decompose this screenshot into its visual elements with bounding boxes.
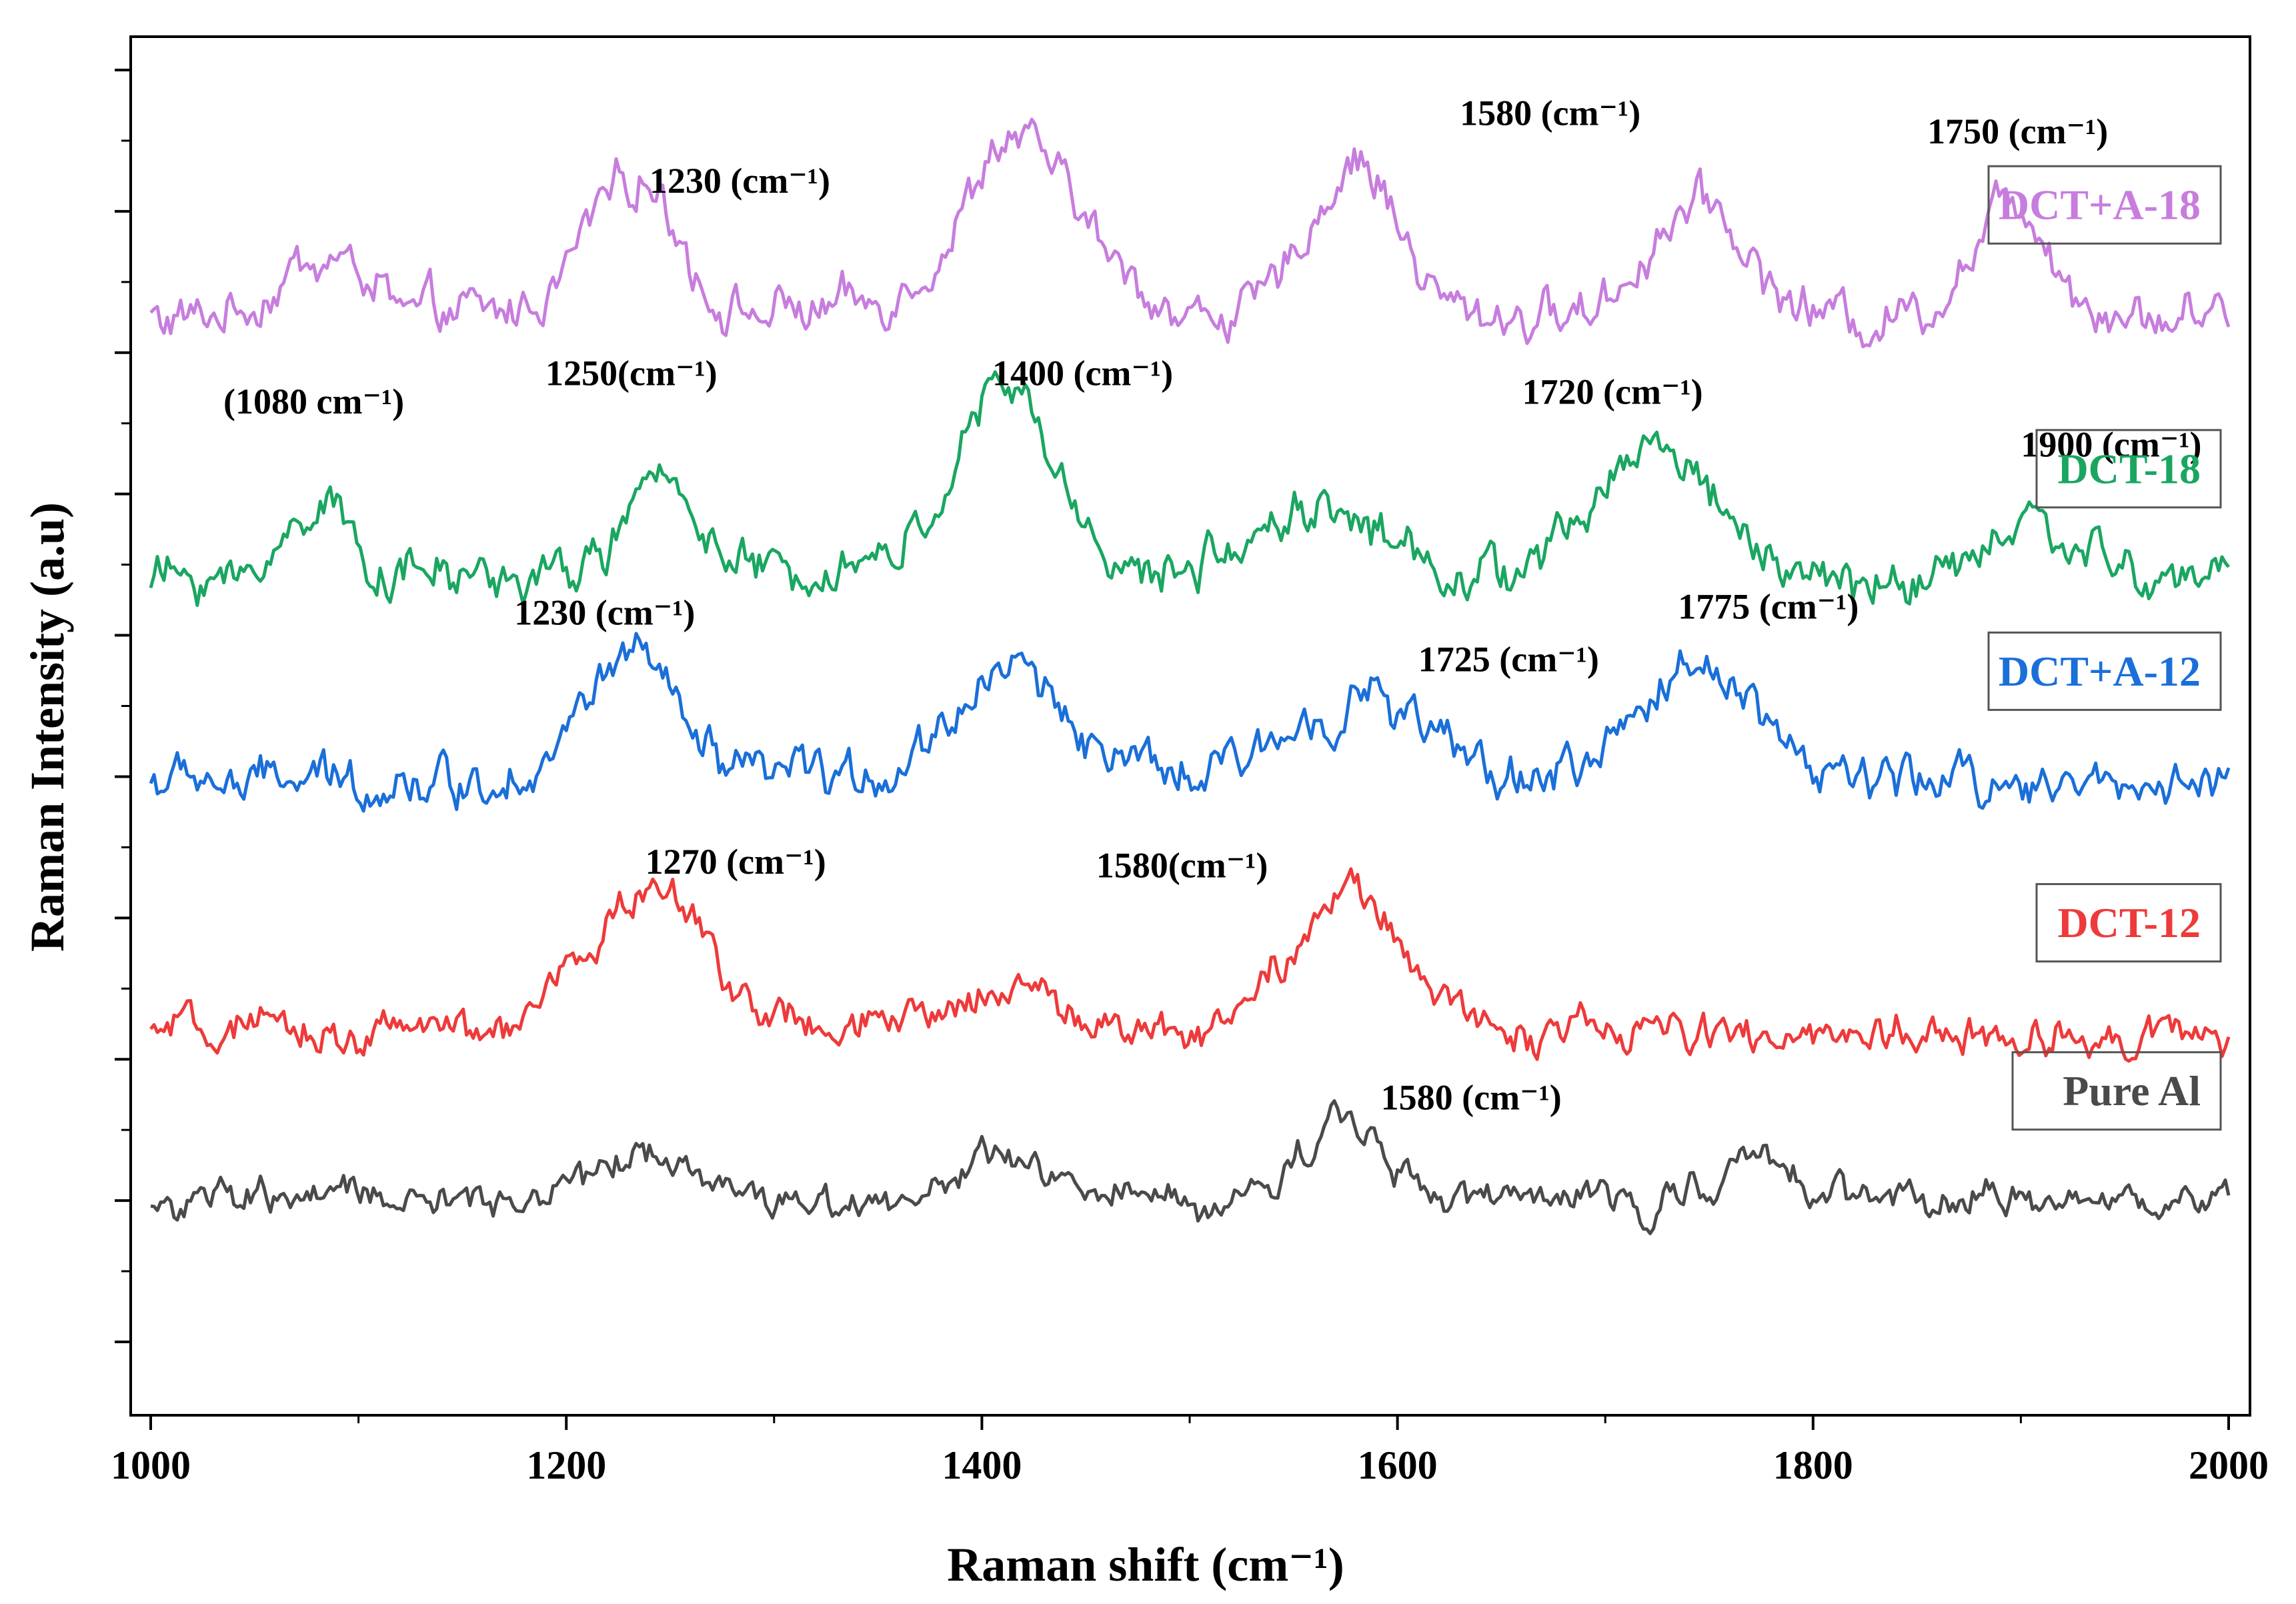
x-ticks: 1000 1200 1400 1600 1800 2000: [111, 1415, 2269, 1487]
y-ticks: [115, 69, 131, 1343]
series-legend-label: Pure Al: [2063, 1067, 2201, 1114]
peak-annotation: 1400 (cm⁻¹): [992, 353, 1173, 393]
series-legend-box: [2035, 429, 2222, 509]
peak-annotation: 1580 (cm⁻¹): [1381, 1077, 1562, 1117]
series-line: [149, 867, 2231, 1063]
series-line: [150, 1099, 2231, 1235]
series-legend-box: [2035, 883, 2222, 963]
peak-annotation: 1775 (cm⁻¹): [1678, 586, 1859, 626]
peak-annotation: 1230 (cm⁻¹): [650, 161, 830, 201]
series-line: [149, 370, 2230, 607]
peak-annotation: 1230 (cm⁻¹): [514, 592, 695, 632]
x-tick-label: 2000: [2189, 1443, 2269, 1487]
series-legend-label: DCT+A-12: [1999, 648, 2201, 695]
peak-annotation: 1720 (cm⁻¹): [1522, 371, 1703, 412]
x-tick-label: 1200: [526, 1443, 606, 1487]
x-tick-label: 1000: [111, 1443, 191, 1487]
peak-annotation: 1750 (cm⁻¹): [1927, 111, 2108, 151]
y-axis-title: Raman Intensity (a.u): [21, 502, 74, 952]
series-legend-box: [1987, 165, 2222, 245]
peak-annotation: 1250(cm⁻¹): [545, 353, 718, 393]
x-tick-label: 1400: [942, 1443, 1022, 1487]
series-legend-box: [1987, 631, 2222, 711]
legend-labels: DCT+A-18 DCT-18 DCT+A-12 DCT-12 Pure Al: [1987, 165, 2222, 1131]
series-group: [149, 117, 2231, 1235]
x-tick-label: 1600: [1358, 1443, 1438, 1487]
x-axis-title: Raman shift (cm⁻¹): [947, 1538, 1344, 1591]
peak-annotation: 1580 (cm⁻¹): [1460, 93, 1640, 133]
series-legend-label: DCT-12: [2057, 899, 2201, 946]
peak-annotation: (1080 cm⁻¹): [223, 381, 404, 422]
peak-annotation: 1900 (cm⁻¹): [2021, 424, 2201, 464]
series-legend-label: DCT-18: [2057, 445, 2201, 492]
plot-frame: [129, 35, 2251, 1417]
annotations: 1230 (cm⁻¹) 1580 (cm⁻¹) 1750 (cm⁻¹) (1080 c…: [223, 93, 2201, 1118]
peak-annotation: 1580(cm⁻¹): [1096, 846, 1268, 886]
series-legend-label: DCT+A-18: [1999, 181, 2201, 229]
series-line: [149, 117, 2231, 349]
series-line: [149, 632, 2231, 813]
peak-annotation: 1270 (cm⁻¹): [646, 842, 826, 882]
x-tick-label: 1800: [1773, 1443, 1853, 1487]
peak-annotation: 1725 (cm⁻¹): [1418, 639, 1599, 679]
series-legend-box: [2011, 1051, 2222, 1131]
